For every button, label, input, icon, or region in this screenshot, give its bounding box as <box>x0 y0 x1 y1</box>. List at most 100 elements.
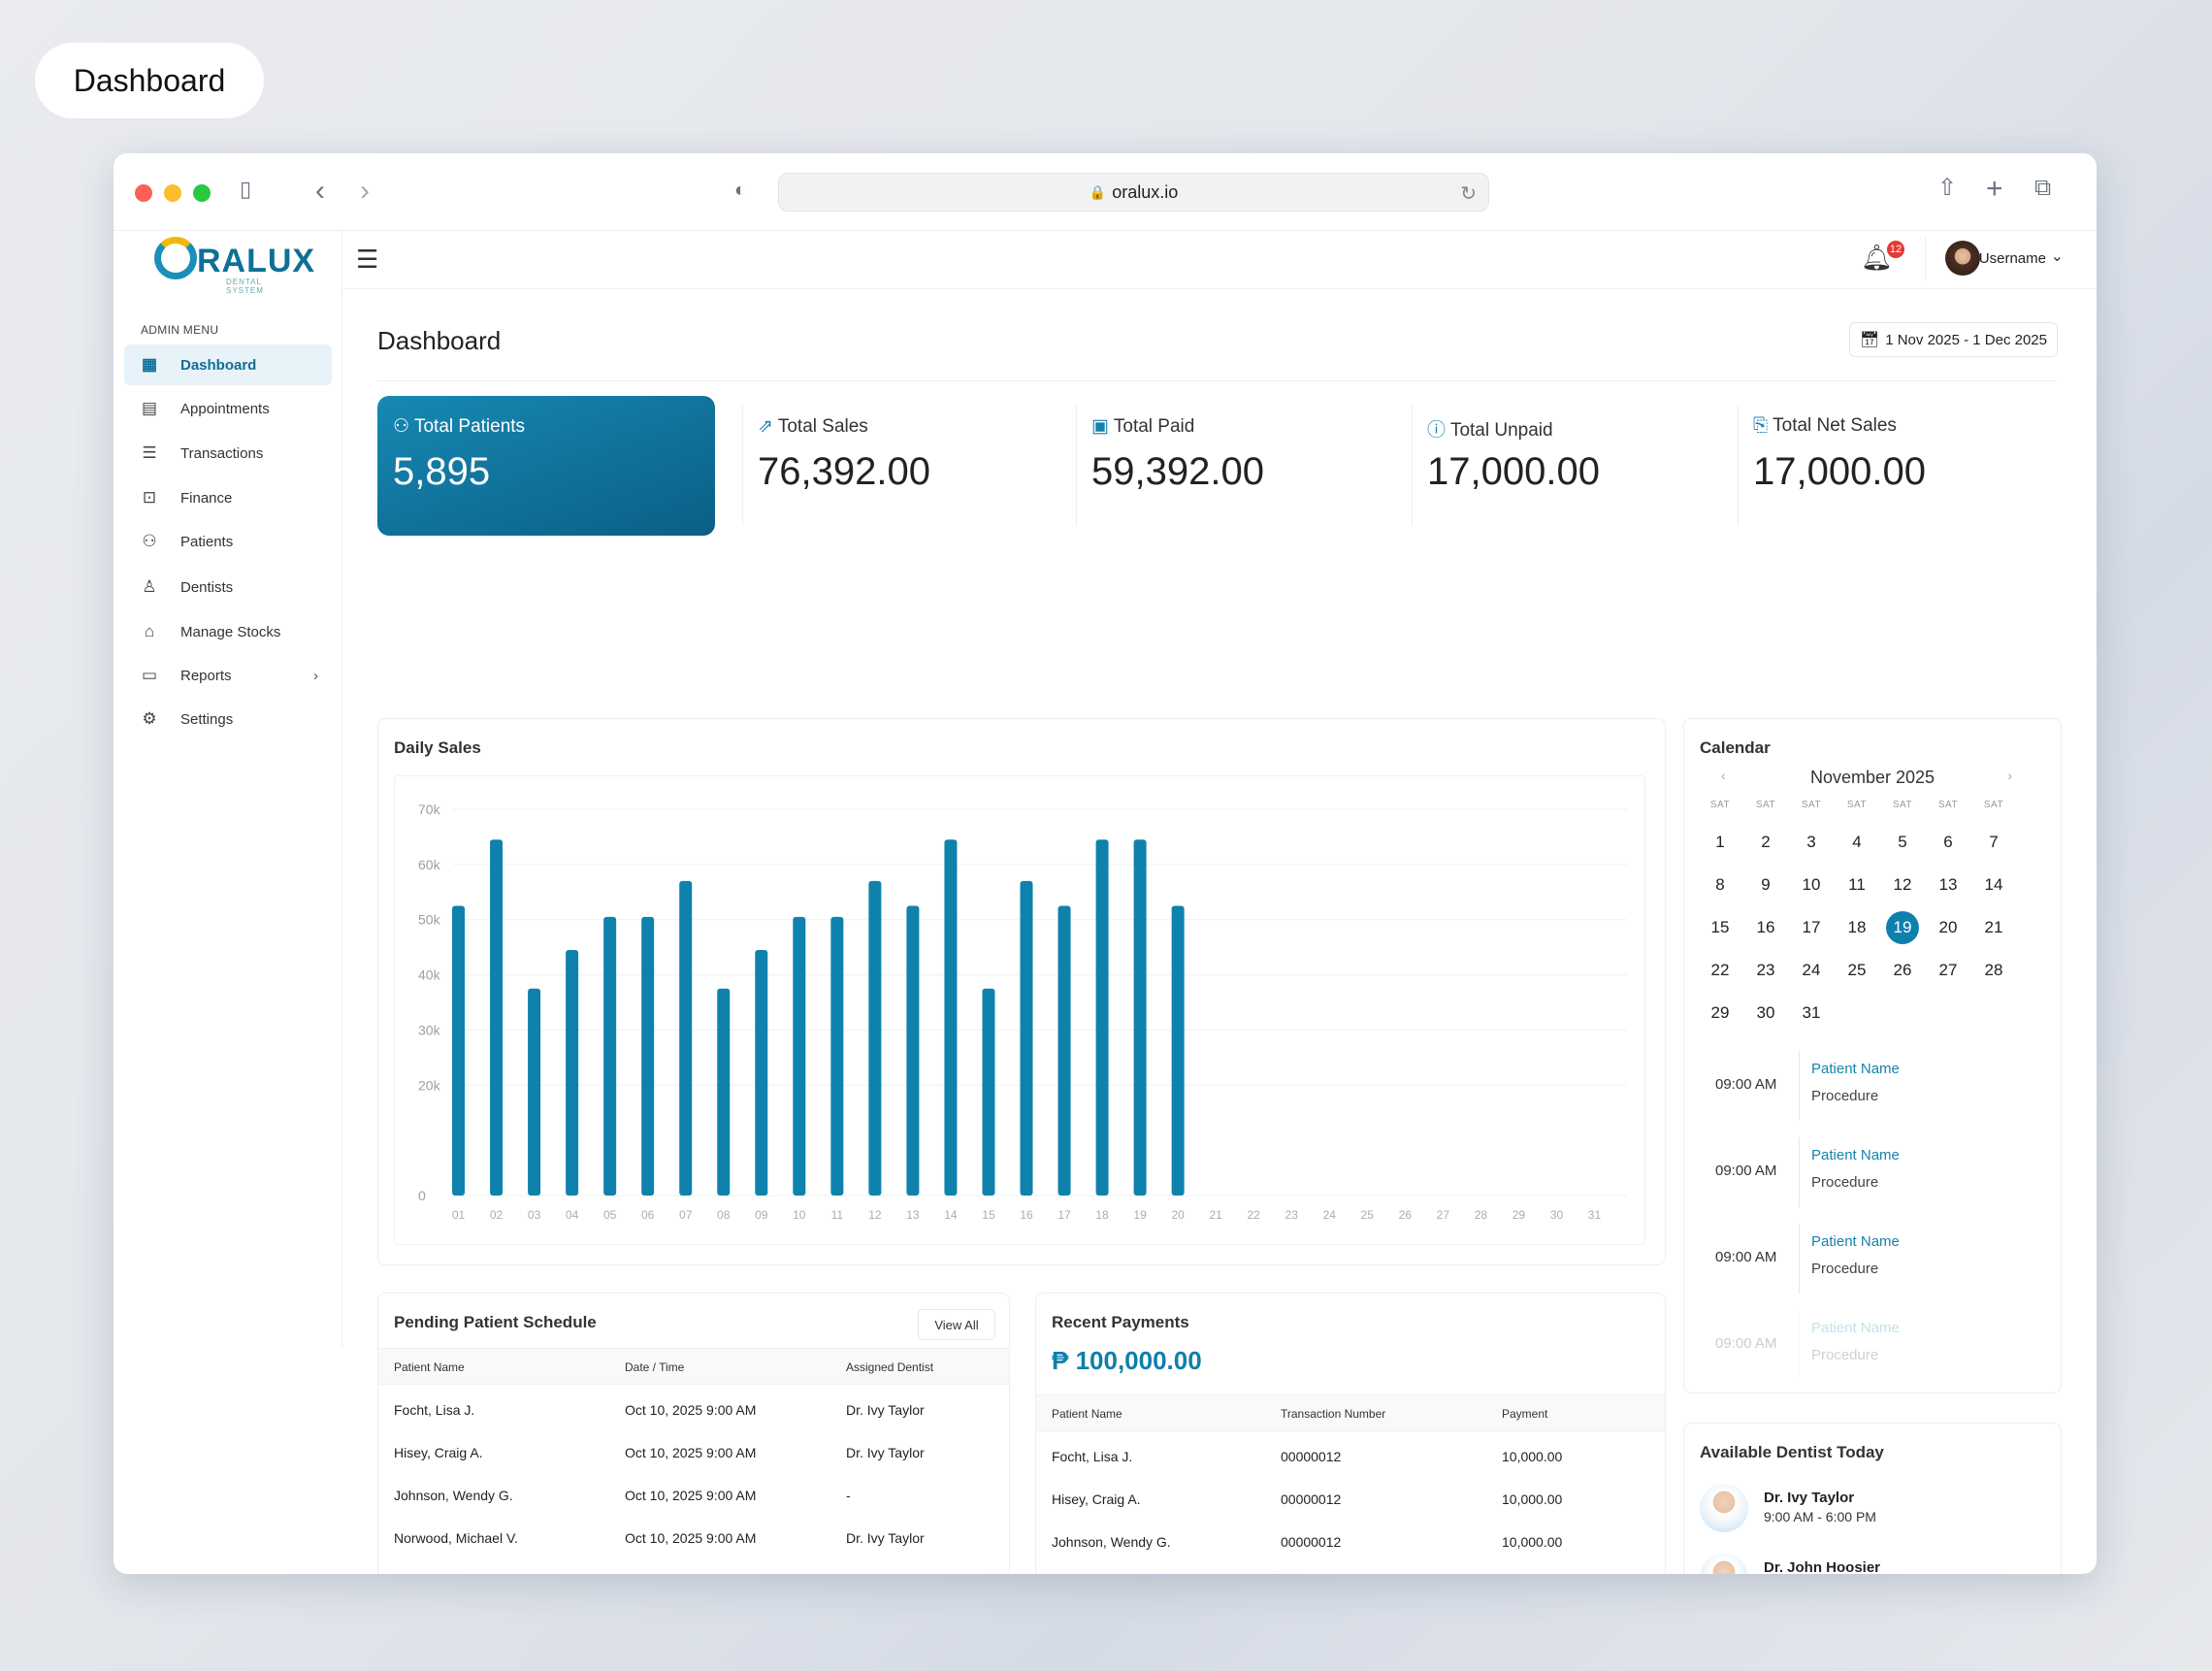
table-row[interactable]: Profitt, Samantha J. Oct 10, 2025 9:00 AM… <box>378 1569 1009 1574</box>
username-label[interactable]: Username <box>1978 250 2046 267</box>
date-range-picker[interactable]: 📅︎ 1 Nov 2025 - 1 Dec 2025 <box>1848 322 2058 357</box>
sidebar-item-dashboard[interactable]: ▦ Dashboard <box>124 344 332 385</box>
bar[interactable] <box>566 949 579 1196</box>
sidebar-item-settings[interactable]: ⚙ Settings <box>124 699 332 739</box>
shield-icon[interactable]: ◐ <box>734 180 747 201</box>
calendar-day[interactable]: 4 <box>1852 833 1862 851</box>
calendar-day[interactable]: 1 <box>1715 833 1725 851</box>
chevron-right-icon[interactable]: › <box>2007 768 2012 783</box>
calendar-day[interactable]: 24 <box>1802 961 1821 979</box>
chevron-left-icon[interactable]: ‹ <box>1721 768 1726 783</box>
appointment-item[interactable]: 09:00 AM Patient Name Procedure <box>1684 1310 2061 1388</box>
sidebar-item-manage-stocks[interactable]: ⌂ Manage Stocks <box>124 611 332 652</box>
stat-total-patients[interactable]: ⚇ Total Patients 5,895 <box>377 396 715 536</box>
bar[interactable] <box>641 916 655 1196</box>
hamburger-menu-icon[interactable]: ☰ <box>356 245 379 274</box>
table-row[interactable]: Norwood, Michael V. Oct 10, 2025 9:00 AM D… <box>378 1526 1009 1561</box>
table-row[interactable]: Johnson, Wendy G. 00000012 10,000.00 <box>1036 1530 1665 1565</box>
reload-icon[interactable]: ↻ <box>1460 183 1477 205</box>
table-row[interactable]: Focht, Lisa J. Oct 10, 2025 9:00 AM Dr. Iv… <box>378 1398 1009 1433</box>
bar[interactable] <box>755 949 768 1196</box>
calendar-day[interactable]: 9 <box>1761 875 1771 894</box>
stat-total-paid[interactable]: ▣ Total Paid 59,392.00 <box>1076 396 1396 536</box>
bar[interactable] <box>679 880 693 1196</box>
minimize-window-button[interactable] <box>164 184 181 202</box>
calendar-day[interactable]: 8 <box>1715 875 1725 894</box>
bar[interactable] <box>830 916 844 1196</box>
bar[interactable] <box>1020 880 1033 1196</box>
table-row[interactable]: Hisey, Craig A. 00000012 10,000.00 <box>1036 1488 1665 1523</box>
calendar-day[interactable]: 31 <box>1802 1003 1821 1022</box>
chevron-down-icon[interactable]: ⌄ <box>2050 248 2064 265</box>
appointment-item[interactable]: 09:00 AM Patient Name Procedure <box>1684 1137 2061 1215</box>
appointment-patient[interactable]: Patient Name <box>1811 1061 1900 1077</box>
bar[interactable] <box>1095 839 1109 1196</box>
bar[interactable] <box>944 839 958 1196</box>
calendar-day[interactable]: 10 <box>1802 875 1821 894</box>
new-tab-icon[interactable]: + <box>1986 173 2003 205</box>
appointment-patient[interactable]: Patient Name <box>1811 1233 1900 1250</box>
dentist-item[interactable]: Dr. Ivy Taylor 9:00 AM - 6:00 PM <box>1700 1484 2030 1538</box>
bar[interactable] <box>452 905 466 1196</box>
bar[interactable] <box>1133 839 1147 1196</box>
sidebar-toggle-icon[interactable]: ▯ <box>240 177 252 201</box>
bar[interactable] <box>793 916 806 1196</box>
dentist-item[interactable]: Dr. John Hoosier9:00 AM - 6:00 PM <box>1700 1554 2030 1574</box>
bar[interactable] <box>717 988 731 1196</box>
sidebar-item-reports[interactable]: ▭ Reports › <box>124 655 332 696</box>
calendar-day[interactable]: 14 <box>1984 875 2003 894</box>
avatar[interactable] <box>1945 241 1980 276</box>
table-row[interactable]: Focht, Lisa J. 00000012 10,000.00 <box>1036 1445 1665 1480</box>
stat-total-sales[interactable]: ⇗ Total Sales 76,392.00 <box>742 396 1062 536</box>
appointment-item[interactable]: 09:00 AM Patient Name Procedure <box>1684 1051 2061 1129</box>
calendar-day[interactable]: 20 <box>1938 918 1958 936</box>
bar[interactable] <box>490 839 504 1196</box>
sidebar-item-appointments[interactable]: ▤ Appointments <box>124 388 332 429</box>
sidebar-item-dentists[interactable]: ♙ Dentists <box>124 567 332 607</box>
bar[interactable] <box>1057 905 1071 1196</box>
calendar-day[interactable]: 23 <box>1756 961 1775 979</box>
calendar-day[interactable]: 12 <box>1893 875 1912 894</box>
forward-icon[interactable]: › <box>360 175 370 207</box>
table-row[interactable]: Johnson, Wendy G. Oct 10, 2025 9:00 AM - <box>378 1484 1009 1519</box>
calendar-day[interactable]: 29 <box>1710 1003 1730 1022</box>
tabs-overview-icon[interactable]: ⧉ <box>2034 175 2052 201</box>
share-icon[interactable]: ⇧ <box>1937 175 1958 201</box>
appointment-patient[interactable]: Patient Name <box>1811 1320 1900 1336</box>
calendar-day[interactable]: 15 <box>1710 918 1730 936</box>
calendar-day[interactable]: 11 <box>1848 875 1866 894</box>
bar[interactable] <box>1171 905 1185 1196</box>
calendar-day[interactable]: 17 <box>1802 918 1821 936</box>
calendar-day[interactable]: 22 <box>1710 961 1730 979</box>
calendar-day[interactable]: 7 <box>1989 833 1999 851</box>
calendar-day[interactable]: 26 <box>1893 961 1912 979</box>
calendar-day[interactable]: 13 <box>1938 875 1958 894</box>
sidebar-item-finance[interactable]: ⊡ Finance <box>124 477 332 518</box>
calendar-day[interactable]: 6 <box>1943 833 1953 851</box>
sidebar-item-patients[interactable]: ⚇ Patients <box>124 521 332 562</box>
bar[interactable] <box>868 880 882 1196</box>
calendar-day[interactable]: 18 <box>1847 918 1867 936</box>
stat-total-net-sales[interactable]: ⎘ Total Net Sales 17,000.00 <box>1738 396 2058 536</box>
calendar-day[interactable]: 16 <box>1756 918 1775 936</box>
close-window-button[interactable] <box>135 184 152 202</box>
bar[interactable] <box>906 905 920 1196</box>
stat-total-unpaid[interactable]: ⓘ Total Unpaid 17,000.00 <box>1412 396 1732 536</box>
bar[interactable] <box>982 988 995 1196</box>
calendar-day[interactable]: 5 <box>1898 833 1907 851</box>
calendar-day[interactable]: 25 <box>1847 961 1867 979</box>
bar[interactable] <box>528 988 541 1196</box>
calendar-day[interactable]: 3 <box>1806 833 1816 851</box>
calendar-day[interactable]: 28 <box>1984 961 2003 979</box>
view-all-button[interactable]: View All <box>918 1309 995 1340</box>
appointment-item[interactable]: 09:00 AM Patient Name Procedure <box>1684 1224 2061 1301</box>
address-bar[interactable]: 🔒 oralux.io ↻ <box>778 173 1489 212</box>
appointment-patient[interactable]: Patient Name <box>1811 1147 1900 1163</box>
maximize-window-button[interactable] <box>193 184 211 202</box>
calendar-day[interactable]: 21 <box>1984 918 2003 936</box>
calendar-day-selected[interactable]: 19 <box>1886 911 1919 944</box>
calendar-day[interactable]: 2 <box>1761 833 1771 851</box>
calendar-day[interactable]: 27 <box>1938 961 1958 979</box>
back-icon[interactable]: ‹ <box>315 175 325 207</box>
